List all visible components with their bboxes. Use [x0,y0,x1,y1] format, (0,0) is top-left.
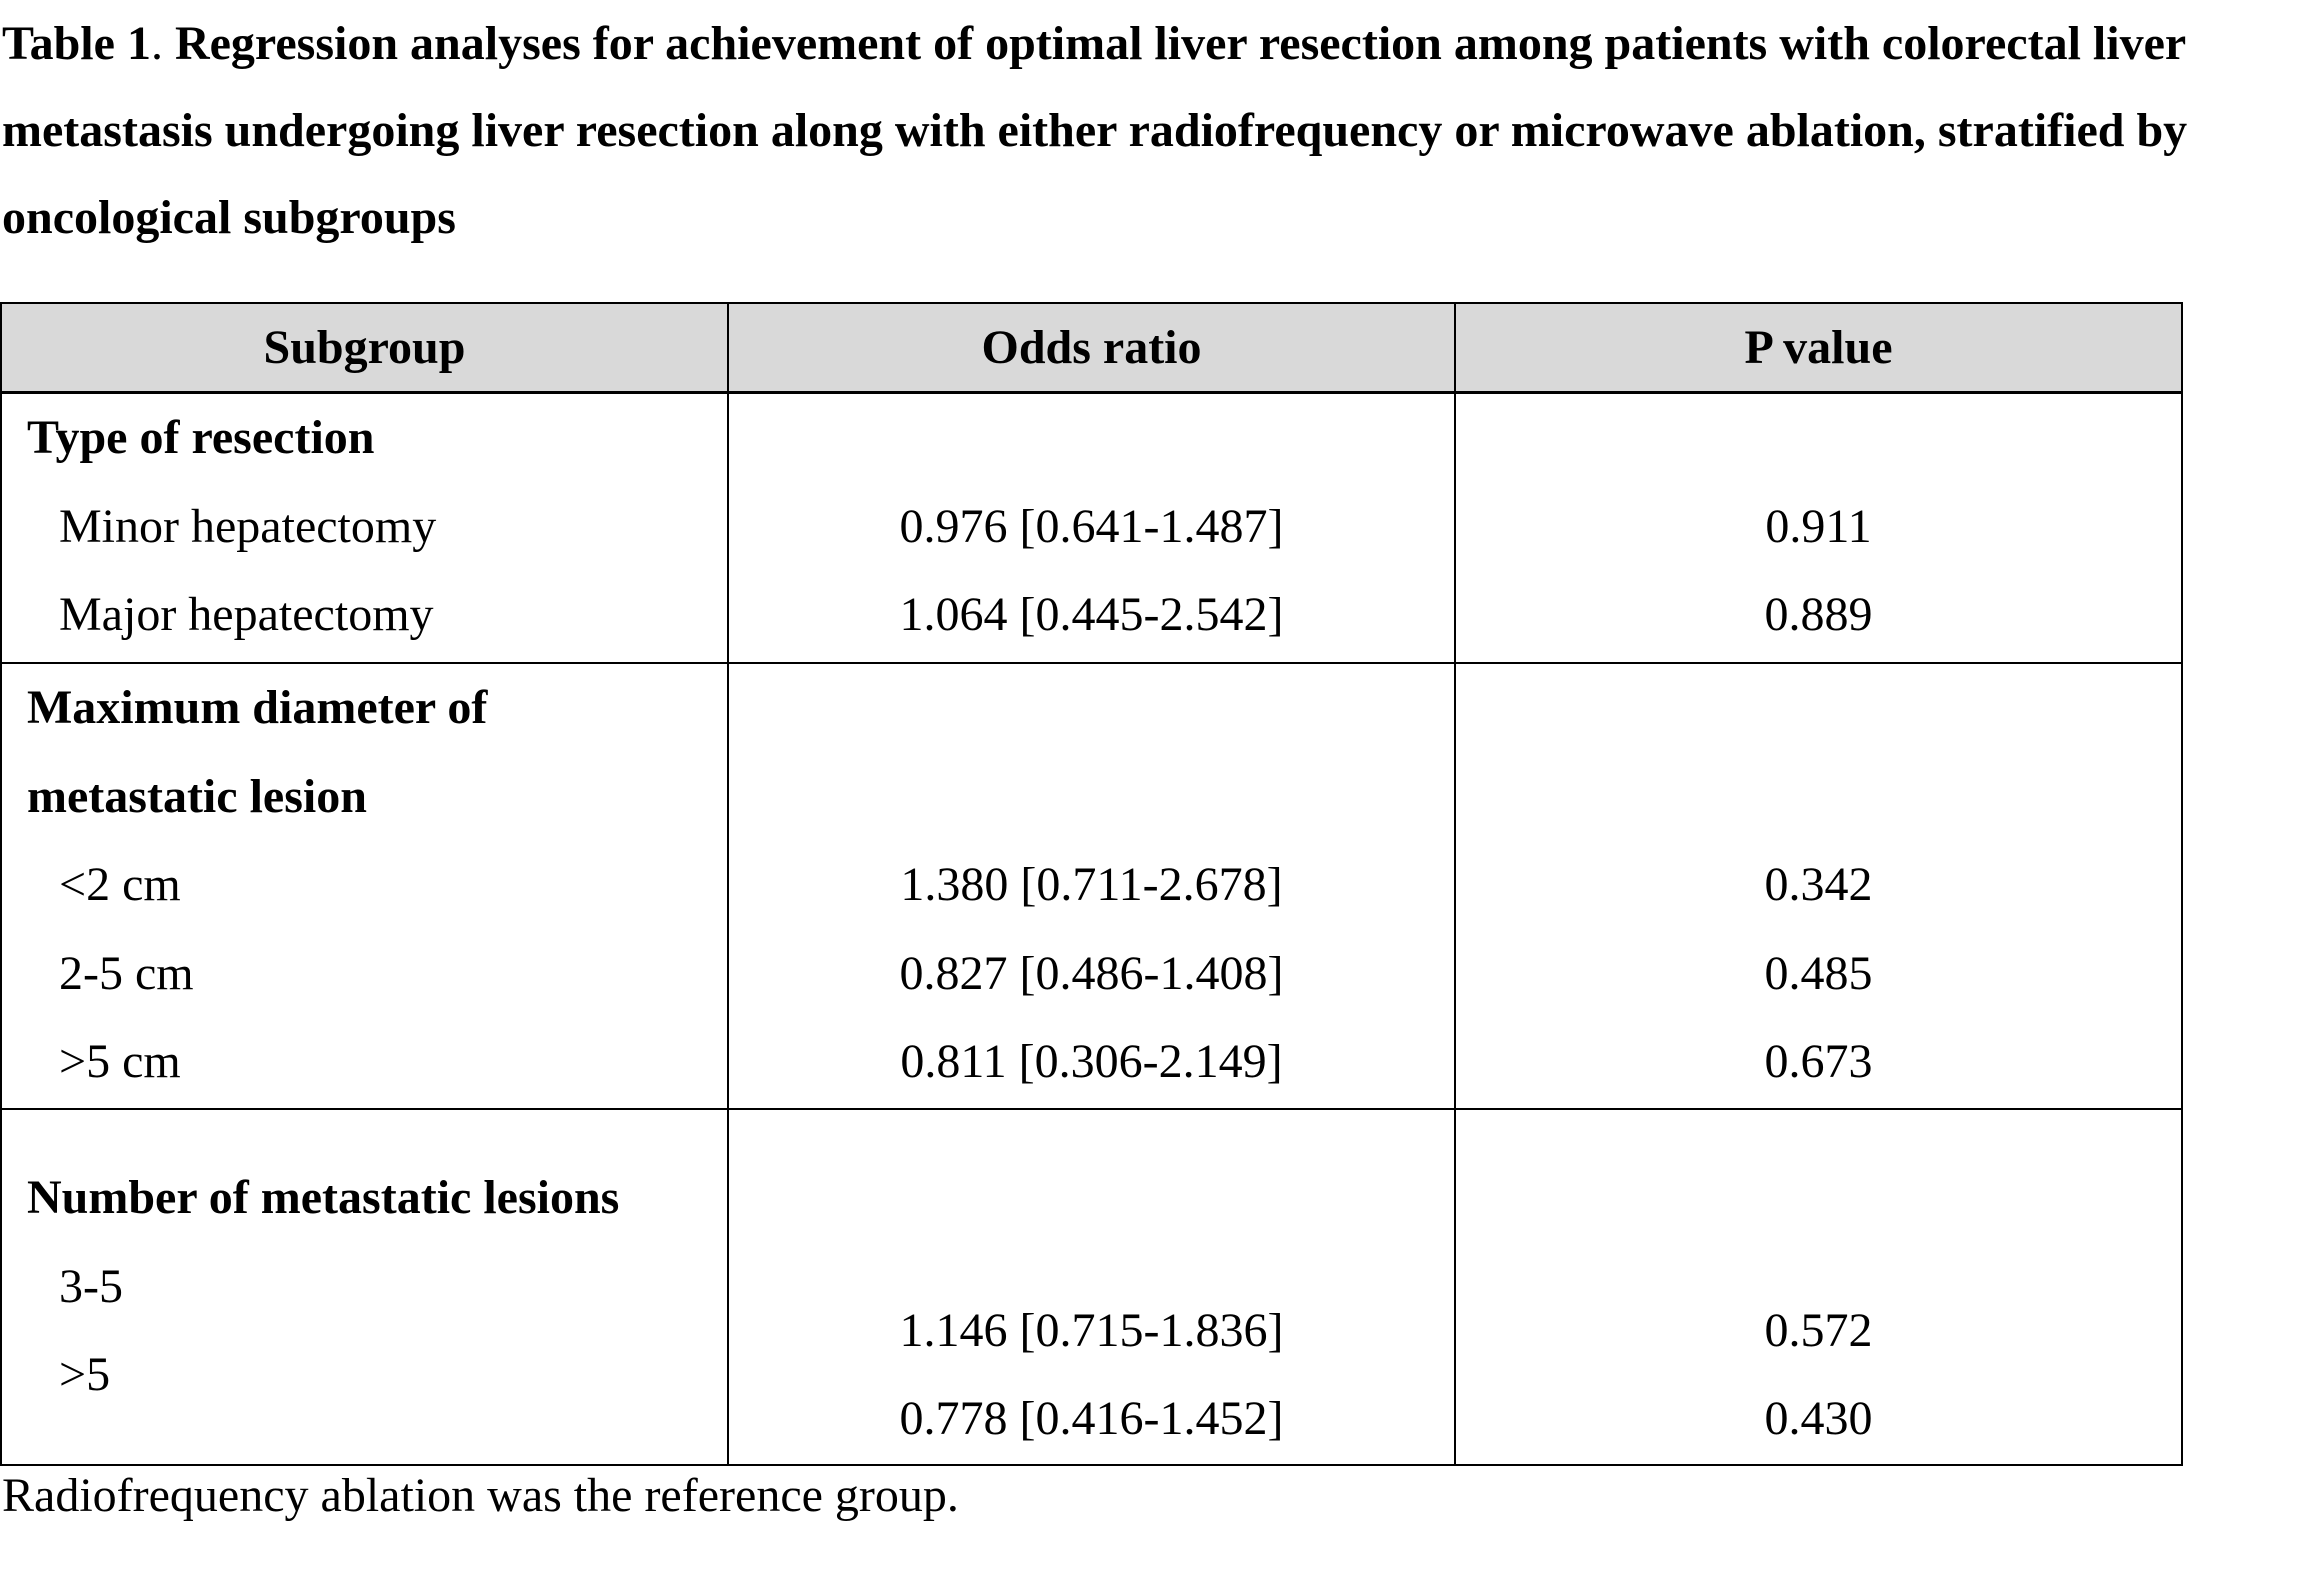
p-value: 0.673 [1764,1035,1873,1088]
odds-ratio-value: 0.827 [0.486-1.408] [899,946,1284,1000]
row-label: Major hepatectomy [59,588,434,641]
p-value-cell: 0.342 0.485 0.673 [1454,662,2183,1110]
odds-ratio-cell: 1.146 [0.715-1.836] 0.778 [0.416-1.452] [727,1108,1456,1466]
subgroup-cell: Type of resection Minor hepatectomy Majo… [0,391,729,664]
table-section-number-of-lesions: Number of metastatic lesions 3-5 >5 1.14… [0,1108,2183,1466]
spacer-line [729,394,1454,483]
row-label: >5 [59,1348,111,1401]
spacer-line [729,664,1454,753]
p-value: 0.572 [1764,1303,1873,1357]
spacer-line [1456,394,2181,483]
odds-ratio-value: 0.778 [0.416-1.452] [899,1392,1284,1445]
row-label: 3-5 [59,1259,123,1313]
regression-table: Subgroup Odds ratio P value Type of rese… [0,302,2183,1466]
spacer-line [729,1243,1454,1287]
section-title: Maximum diameter of [27,681,488,734]
spacer-line [729,1154,1454,1243]
p-value: 0.485 [1764,946,1873,1000]
p-value-cell: 0.911 0.889 [1454,391,2183,664]
spacer-line [729,1110,1454,1154]
spacer-line [1456,1110,2181,1154]
odds-ratio-value: 1.064 [0.445-2.542] [899,588,1284,641]
table-header-row: Subgroup Odds ratio P value [0,302,2183,394]
row-label: <2 cm [59,858,181,911]
odds-ratio-value: 1.380 [0.711-2.678] [900,858,1283,911]
p-value: 0.911 [1765,499,1872,553]
table-footnote: Radiofrequency ablation was the referenc… [2,1469,959,1522]
odds-ratio-value: 0.811 [0.306-2.149] [900,1035,1283,1088]
spacer-line [2,1110,727,1154]
header-subgroup: Subgroup [0,302,729,394]
spacer-line [729,753,1454,842]
section-title: Type of resection [27,411,375,464]
caption-text: Regression analyses for achievement of o… [2,17,2188,244]
row-label: Minor hepatectomy [59,499,437,553]
odds-ratio-value: 1.146 [0.715-1.836] [899,1303,1284,1357]
header-odds-ratio: Odds ratio [727,302,1456,394]
spacer-line [1456,1243,2181,1287]
row-label: >5 cm [59,1035,181,1088]
spacer-line [1456,753,2181,842]
section-title: Number of metastatic lesions [27,1171,620,1224]
caption-separator: . [150,17,175,70]
subgroup-cell: Maximum diameter of metastatic lesion <2… [0,662,729,1110]
caption-label: Table 1 [2,17,151,70]
spacer-line [1456,664,2181,753]
subgroup-cell: Number of metastatic lesions 3-5 >5 [0,1108,729,1466]
header-p-value: P value [1454,302,2183,394]
row-label: 2-5 cm [59,946,194,1000]
odds-ratio-cell: 0.976 [0.641-1.487] 1.064 [0.445-2.542] [727,391,1456,664]
p-value-cell: 0.572 0.430 [1454,1108,2183,1466]
table-section-type-of-resection: Type of resection Minor hepatectomy Majo… [0,391,2183,664]
p-value: 0.889 [1764,588,1873,641]
p-value: 0.430 [1764,1392,1873,1445]
p-value: 0.342 [1764,858,1873,911]
odds-ratio-value: 0.976 [0.641-1.487] [899,499,1284,553]
section-title: metastatic lesion [27,769,367,823]
odds-ratio-cell: 1.380 [0.711-2.678] 0.827 [0.486-1.408] … [727,662,1456,1110]
table-section-maximum-diameter: Maximum diameter of metastatic lesion <2… [0,662,2183,1110]
spacer-line [1456,1154,2181,1243]
table-caption: Table 1. Regression analyses for achieve… [2,0,2242,261]
